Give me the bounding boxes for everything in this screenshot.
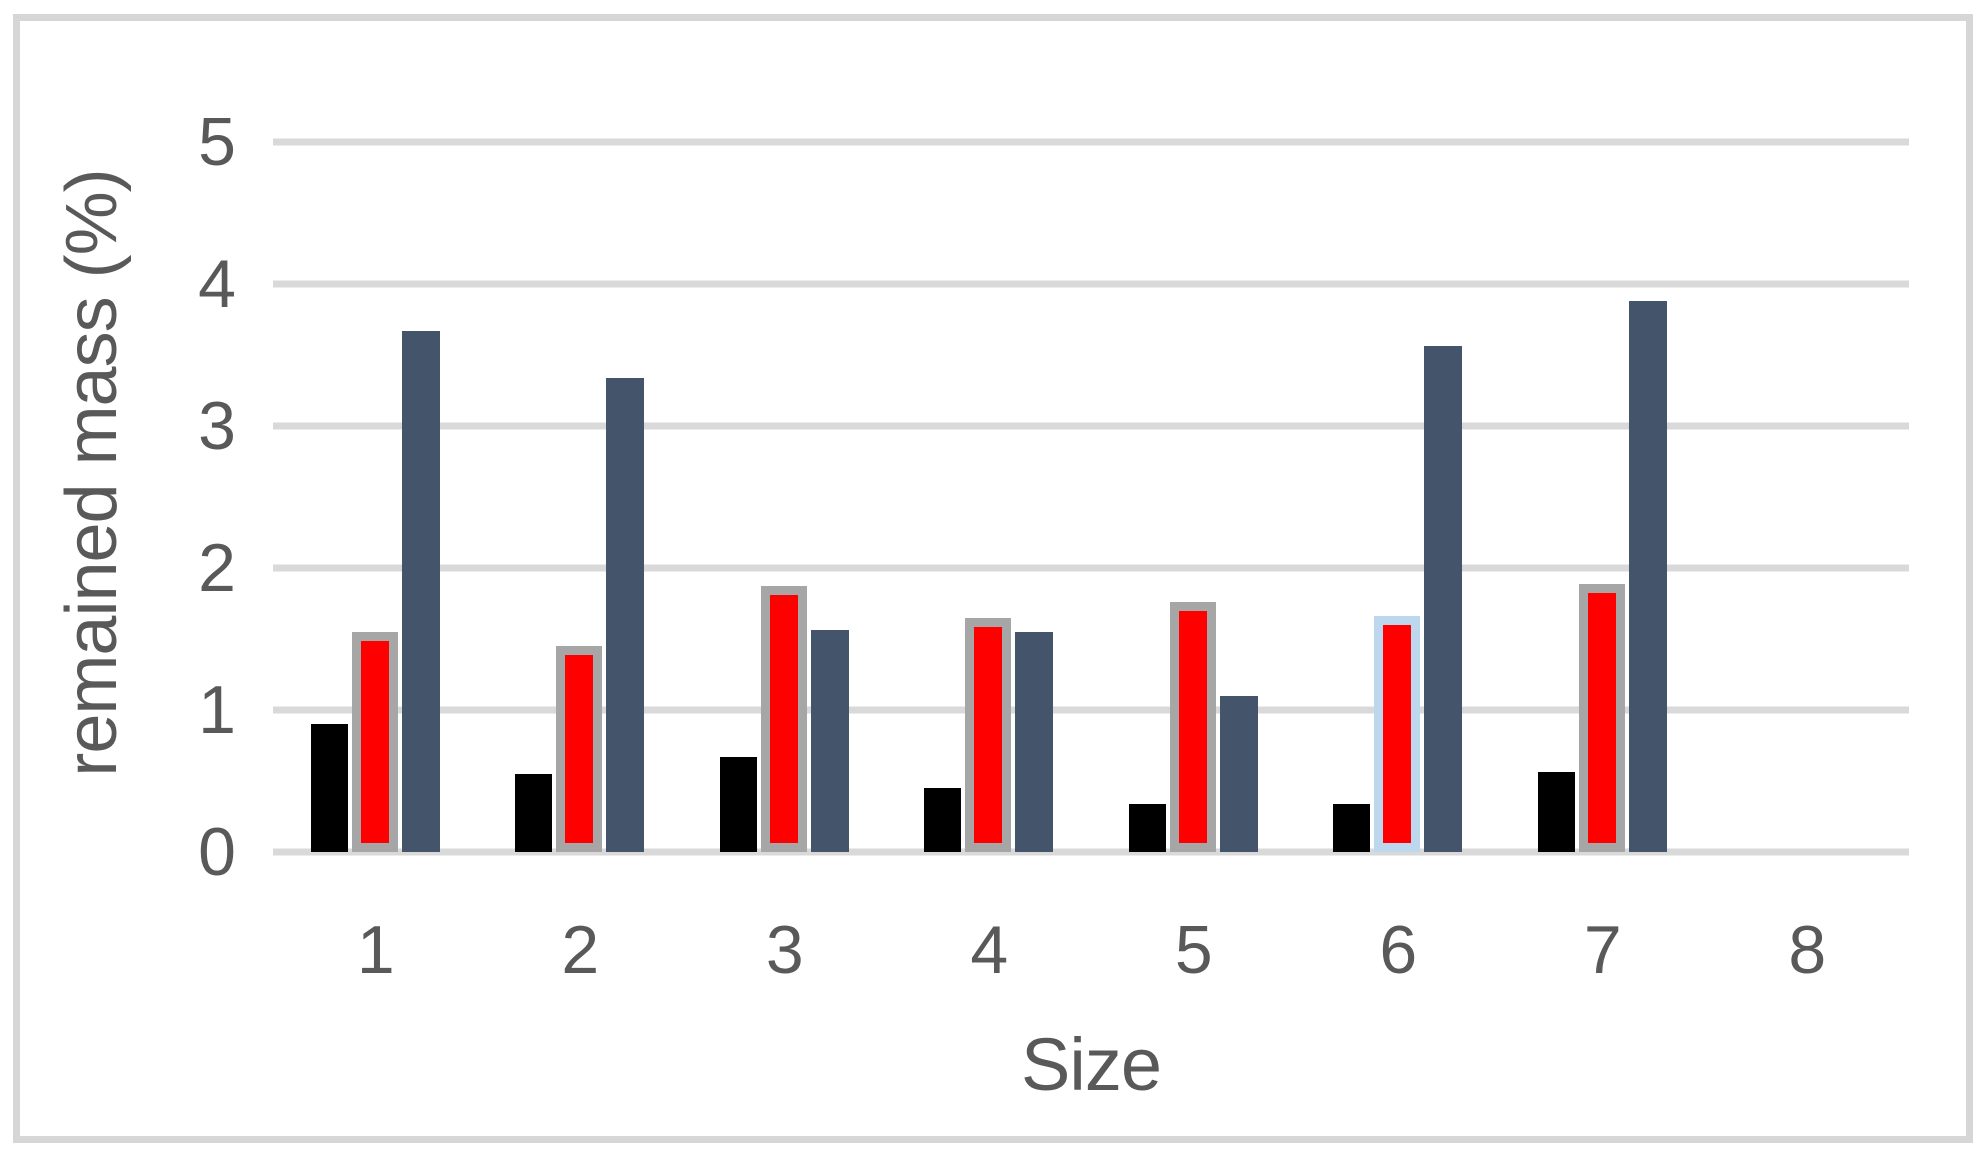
gridline: [273, 706, 1909, 714]
bar-red-cat-3: [760, 586, 807, 852]
x-tick-label: 6: [1379, 912, 1417, 988]
gridline: [273, 564, 1909, 572]
x-tick-label: 7: [1583, 912, 1622, 988]
gridlines: [273, 138, 1909, 856]
bar-group: [273, 142, 478, 852]
bar-red-cat-5: [1169, 602, 1216, 852]
x-tick-label: 1: [356, 912, 395, 988]
gridline: [273, 422, 1909, 430]
bar-red-cat-4: [965, 617, 1012, 852]
plot-area: [273, 138, 1909, 856]
bar-black-cat-5: [1128, 803, 1166, 852]
bar-group: [1705, 142, 1910, 852]
x-tick-label: 3: [765, 912, 804, 988]
x-tick-label: 2: [561, 912, 599, 988]
x-axis-title: Size: [1021, 1023, 1162, 1106]
x-tick-label: 8: [1788, 912, 1826, 988]
gridline: [273, 848, 1909, 856]
bar-black-cat-7: [1537, 772, 1575, 852]
bar-red-cat-2: [556, 646, 603, 852]
bar-group: [1091, 142, 1296, 852]
y-tick-label: 4: [198, 246, 236, 322]
bar-slate-cat-3: [810, 630, 849, 852]
bar-slate-cat-1: [401, 330, 440, 852]
bar-black-cat-6: [1333, 803, 1371, 852]
bar-group: [682, 142, 887, 852]
gridline: [273, 138, 1909, 146]
y-tick-label: 2: [198, 530, 236, 606]
bar-black-cat-2: [515, 773, 553, 852]
bar-red-cat-6: [1374, 616, 1421, 852]
bar-black-cat-3: [719, 756, 757, 852]
bar-slate-cat-6: [1424, 346, 1463, 852]
bar-slate-cat-2: [606, 377, 645, 852]
bar-groups: [273, 142, 1909, 852]
bar-group: [887, 142, 1092, 852]
y-tick-label: 0: [198, 814, 236, 890]
x-axis-tick-labels: 1 2 3 4 5 6 7 8: [273, 908, 1909, 992]
bar-black-cat-4: [924, 788, 962, 852]
bar-slate-cat-4: [1015, 631, 1054, 852]
bar-slate-cat-5: [1219, 695, 1258, 852]
bar-group: [1500, 142, 1705, 852]
bar-slate-cat-7: [1628, 301, 1667, 852]
x-tick-label: 4: [970, 912, 1008, 988]
chart-border-frame: [13, 14, 1973, 1143]
bar-group: [1296, 142, 1501, 852]
y-tick-label: 5: [198, 104, 236, 180]
y-tick-label: 3: [198, 388, 236, 464]
bar-black-cat-1: [310, 724, 348, 852]
bar-red-cat-1: [351, 631, 398, 852]
x-tick-label: 5: [1174, 912, 1213, 988]
bar-group: [478, 142, 683, 852]
bar-red-cat-7: [1578, 583, 1625, 852]
y-tick-label: 1: [198, 672, 236, 748]
gridline: [273, 280, 1909, 288]
